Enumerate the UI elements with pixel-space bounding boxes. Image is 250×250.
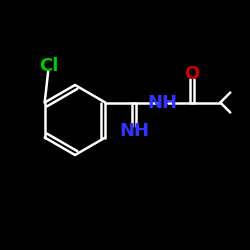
Text: Cl: Cl xyxy=(39,57,58,75)
Text: NH: NH xyxy=(119,122,149,140)
Text: NH: NH xyxy=(148,94,178,112)
Text: O: O xyxy=(184,65,199,83)
